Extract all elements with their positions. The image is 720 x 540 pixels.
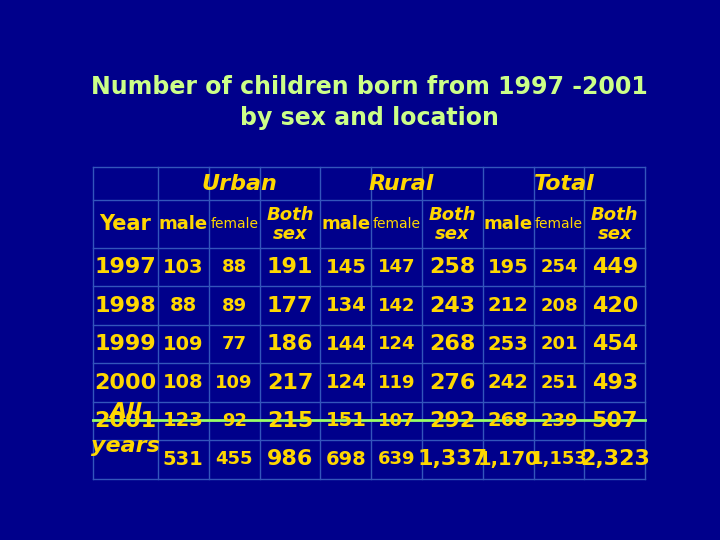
Text: 151: 151 <box>325 411 366 430</box>
Text: 639: 639 <box>378 450 415 468</box>
Text: 455: 455 <box>215 450 253 468</box>
Text: Urban: Urban <box>201 173 277 193</box>
Text: 454: 454 <box>592 334 638 354</box>
Text: 123: 123 <box>163 411 204 430</box>
Text: 1,337: 1,337 <box>418 449 487 469</box>
Text: Both
sex: Both sex <box>428 206 476 243</box>
Text: years: years <box>91 436 160 456</box>
Text: 145: 145 <box>325 258 366 277</box>
Text: 89: 89 <box>222 296 247 315</box>
Text: 253: 253 <box>488 335 528 354</box>
Text: 109: 109 <box>163 335 204 354</box>
Text: 1997: 1997 <box>94 257 156 278</box>
Text: 292: 292 <box>429 411 475 431</box>
Text: male: male <box>484 215 533 233</box>
Text: 242: 242 <box>487 373 528 392</box>
Text: 507: 507 <box>592 411 638 431</box>
Text: 449: 449 <box>592 257 638 278</box>
Text: 208: 208 <box>540 296 578 315</box>
Text: 201: 201 <box>540 335 577 353</box>
Text: 134: 134 <box>325 296 366 315</box>
Text: Rural: Rural <box>369 173 434 193</box>
Text: female: female <box>210 217 258 231</box>
Text: 88: 88 <box>170 296 197 315</box>
Text: Both
sex: Both sex <box>591 206 639 243</box>
Text: 177: 177 <box>266 296 313 316</box>
Text: Year: Year <box>99 214 151 234</box>
Text: 119: 119 <box>378 374 415 391</box>
Text: female: female <box>372 217 420 231</box>
Text: female: female <box>535 217 583 231</box>
Text: 92: 92 <box>222 412 247 430</box>
Text: 108: 108 <box>163 373 204 392</box>
Text: 2,323: 2,323 <box>580 449 649 469</box>
Text: male: male <box>158 215 208 233</box>
Text: 268: 268 <box>429 334 476 354</box>
Text: 107: 107 <box>378 412 415 430</box>
Text: 186: 186 <box>266 334 313 354</box>
Text: Both
sex: Both sex <box>266 206 314 243</box>
Text: 2000: 2000 <box>94 373 156 393</box>
Text: 1998: 1998 <box>94 296 156 316</box>
Text: 109: 109 <box>215 374 253 391</box>
Text: 2001: 2001 <box>94 411 156 431</box>
Text: 77: 77 <box>222 335 247 353</box>
Text: 212: 212 <box>487 296 528 315</box>
Text: 195: 195 <box>488 258 528 277</box>
Text: 698: 698 <box>325 450 366 469</box>
Text: Number of children born from 1997 -2001
by sex and location: Number of children born from 1997 -2001 … <box>91 75 647 130</box>
Text: 420: 420 <box>592 296 638 316</box>
Text: 531: 531 <box>163 450 204 469</box>
Text: 239: 239 <box>540 412 577 430</box>
Text: 147: 147 <box>378 258 415 276</box>
Text: 268: 268 <box>487 411 528 430</box>
Text: 243: 243 <box>429 296 475 316</box>
Text: 258: 258 <box>429 257 475 278</box>
Text: 215: 215 <box>267 411 313 431</box>
Text: 124: 124 <box>378 335 415 353</box>
Text: 986: 986 <box>267 449 313 469</box>
Text: 1,170: 1,170 <box>477 450 539 469</box>
Text: 276: 276 <box>429 373 476 393</box>
Text: 1,153: 1,153 <box>531 450 588 468</box>
Text: 88: 88 <box>222 258 247 276</box>
Text: 103: 103 <box>163 258 204 277</box>
Text: 217: 217 <box>267 373 313 393</box>
Text: 493: 493 <box>592 373 638 393</box>
Text: 142: 142 <box>378 296 415 315</box>
Text: 251: 251 <box>540 374 577 391</box>
Text: 254: 254 <box>540 258 577 276</box>
Text: All: All <box>109 402 142 422</box>
Text: 1999: 1999 <box>94 334 156 354</box>
Text: male: male <box>321 215 370 233</box>
Text: 144: 144 <box>325 335 366 354</box>
Text: Total: Total <box>534 173 595 193</box>
Text: 124: 124 <box>325 373 366 392</box>
Text: 191: 191 <box>267 257 313 278</box>
